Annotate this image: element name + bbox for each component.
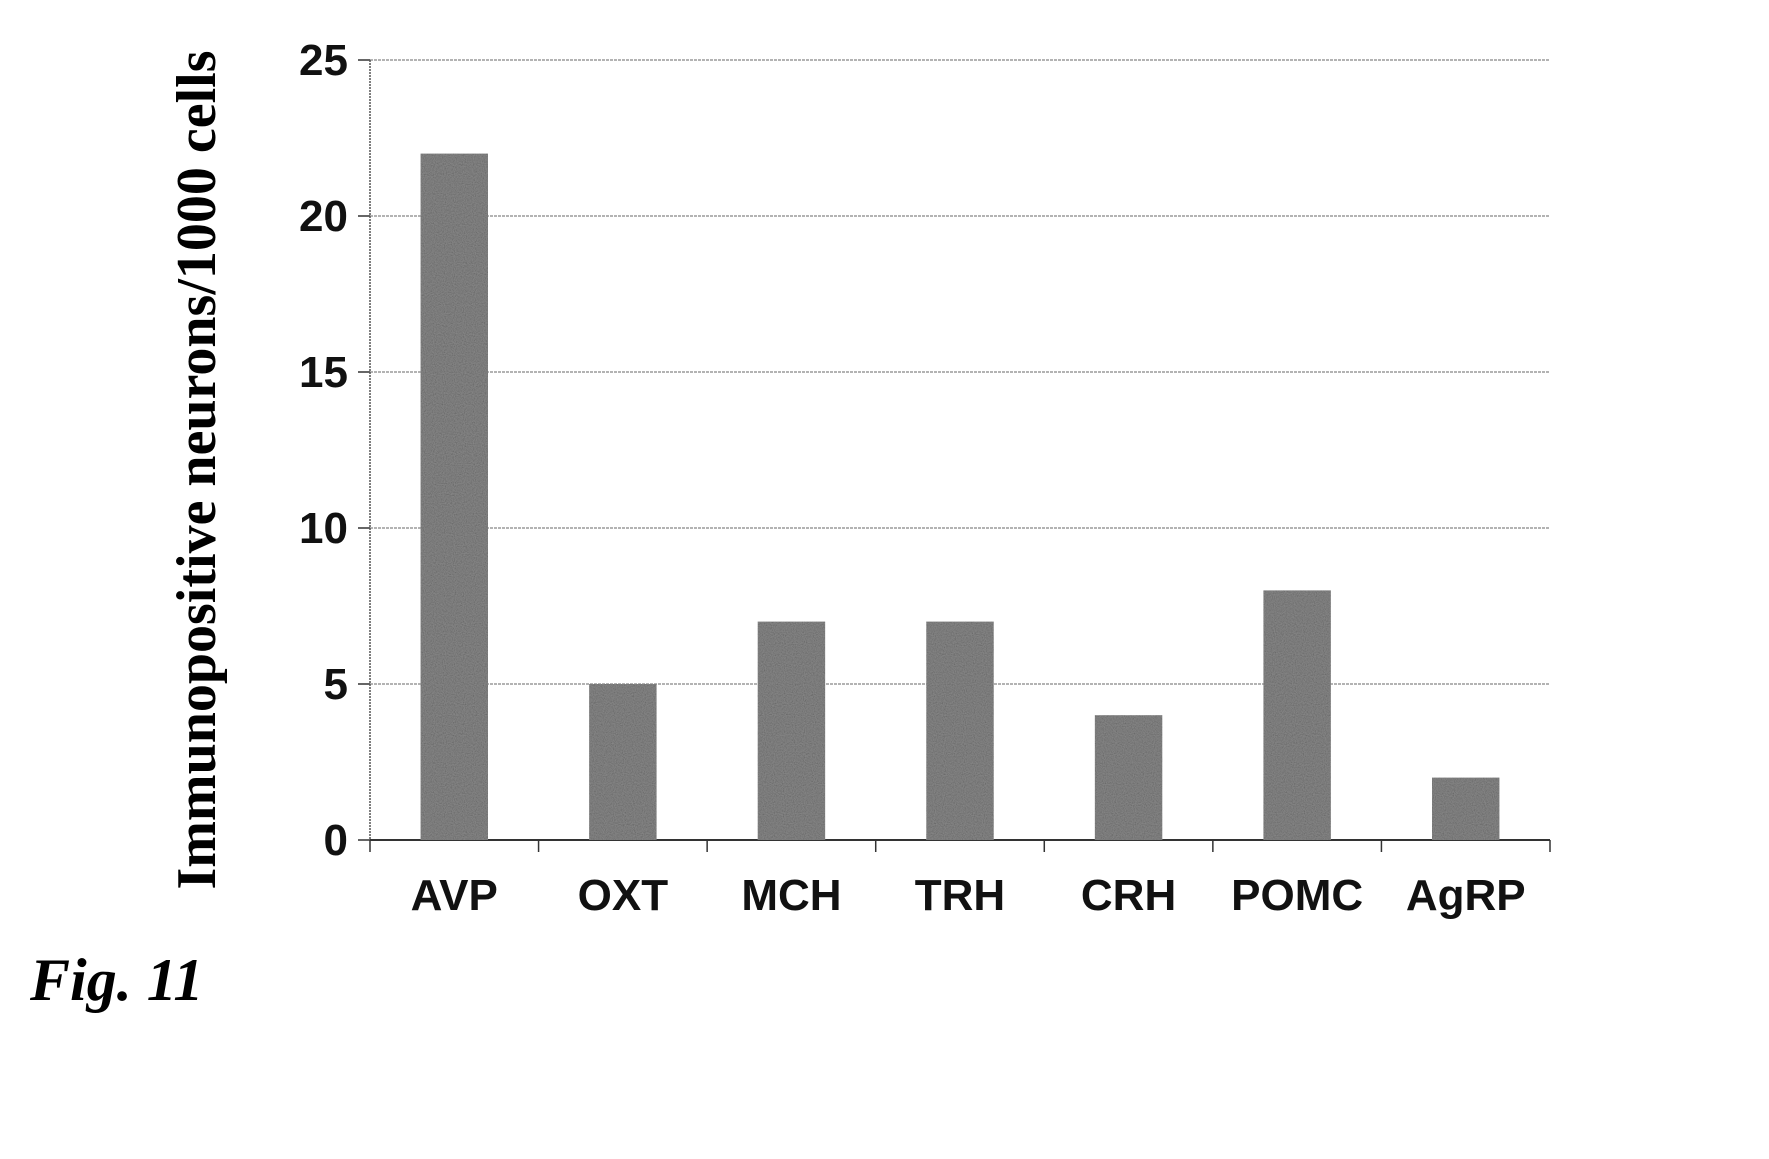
bar-crh (1094, 715, 1163, 840)
x-tick-label: AgRP (1406, 871, 1526, 920)
bars (420, 153, 1500, 841)
x-tick-label: POMC (1231, 871, 1363, 920)
figure-caption: Fig. 11 (29, 947, 203, 1013)
y-tick-label: 0 (324, 816, 348, 865)
x-tick-labels: AVP OXT MCH TRH CRH POMC AgRP (411, 871, 1526, 920)
bar-pomc (1263, 590, 1331, 840)
bar-oxt (589, 684, 657, 840)
y-tick-labels: 0 5 10 15 20 25 (299, 36, 348, 865)
gridlines (370, 59, 1550, 685)
y-tick-label: 25 (299, 36, 348, 85)
x-tick-label: TRH (915, 871, 1005, 920)
bar-mch (757, 621, 826, 840)
y-tick-label: 15 (299, 348, 348, 397)
x-tick-label: MCH (741, 871, 841, 920)
y-tick-label: 20 (299, 192, 348, 241)
y-tick-label: 5 (324, 660, 348, 709)
x-tick-label: OXT (578, 871, 669, 920)
bar-agrp (1432, 777, 1500, 840)
x-tick-label: AVP (411, 871, 498, 920)
x-tick-label: CRH (1081, 871, 1176, 920)
bar-trh (926, 621, 994, 840)
bar-avp (420, 153, 488, 841)
y-tick-label: 10 (299, 504, 348, 553)
y-axis-label: Immunopositive neurons/1000 cells (166, 50, 228, 889)
